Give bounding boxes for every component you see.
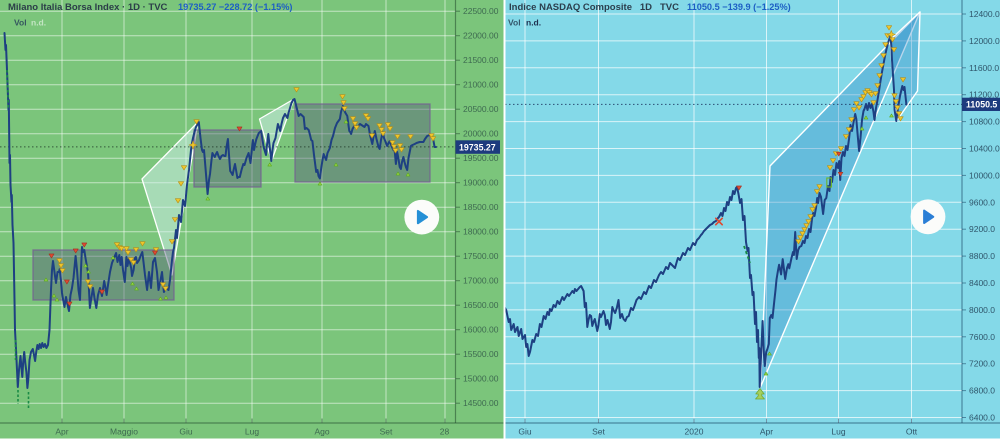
svg-text:Apr: Apr: [55, 427, 68, 437]
svg-text:19735.27 −228.72 (−1.15%): 19735.27 −228.72 (−1.15%): [178, 2, 292, 12]
svg-text:16000.00: 16000.00: [463, 325, 499, 335]
svg-text:8800.0: 8800.0: [969, 251, 995, 261]
svg-text:Giu: Giu: [179, 427, 193, 437]
svg-text:12400.0: 12400.0: [969, 9, 1000, 19]
svg-text:2020: 2020: [685, 427, 704, 437]
svg-text:21500.00: 21500.00: [463, 55, 499, 65]
svg-text:7600.0: 7600.0: [969, 332, 995, 342]
svg-text:10400.0: 10400.0: [969, 144, 1000, 154]
svg-text:19735.27: 19735.27: [459, 142, 496, 152]
svg-text:Set: Set: [380, 427, 393, 437]
svg-text:16500.00: 16500.00: [463, 300, 499, 310]
svg-text:Vol: Vol: [14, 18, 27, 28]
svg-text:7200.0: 7200.0: [969, 359, 995, 369]
svg-text:6800.0: 6800.0: [969, 386, 995, 396]
svg-text:19000.00: 19000.00: [463, 178, 499, 188]
svg-text:19500.00: 19500.00: [463, 153, 499, 163]
svg-text:Apr: Apr: [760, 427, 773, 437]
svg-text:17500.00: 17500.00: [463, 251, 499, 261]
svg-text:14500.00: 14500.00: [463, 398, 499, 408]
svg-text:Lug: Lug: [245, 427, 259, 437]
svg-text:10800.0: 10800.0: [969, 117, 1000, 127]
svg-text:11200.0: 11200.0: [969, 90, 999, 100]
svg-text:Milano Italia Borsa Index · 1D: Milano Italia Borsa Index · 1D · TVC: [8, 2, 168, 13]
svg-text:21000.00: 21000.00: [463, 80, 499, 90]
svg-text:Set: Set: [592, 427, 605, 437]
svg-text:22000.00: 22000.00: [463, 31, 499, 41]
svg-text:15000.00: 15000.00: [463, 374, 499, 384]
svg-text:Indice NASDAQ Composite 1D: Indice NASDAQ Composite 1D TVC: [509, 2, 679, 13]
svg-text:12000.0: 12000.0: [969, 36, 1000, 46]
svg-text:Ott: Ott: [906, 427, 918, 437]
svg-text:8400.0: 8400.0: [969, 278, 995, 288]
svg-text:n.d.: n.d.: [31, 18, 46, 28]
svg-text:18000.00: 18000.00: [463, 227, 499, 237]
svg-text:11600.0: 11600.0: [969, 63, 999, 73]
svg-text:15500.00: 15500.00: [463, 349, 499, 359]
svg-text:Vol: Vol: [508, 18, 521, 28]
svg-text:11050.5 −139.9 (−1.25%): 11050.5 −139.9 (−1.25%): [687, 2, 791, 12]
svg-text:20500.00: 20500.00: [463, 104, 499, 114]
svg-text:11050.5: 11050.5: [966, 100, 997, 110]
svg-text:10000.0: 10000.0: [969, 170, 1000, 180]
svg-text:9200.0: 9200.0: [969, 224, 995, 234]
svg-text:20000.00: 20000.00: [463, 129, 499, 139]
svg-text:17000.00: 17000.00: [463, 276, 499, 286]
svg-text:Maggio: Maggio: [110, 427, 138, 437]
svg-text:n.d.: n.d.: [526, 18, 541, 28]
svg-text:Lug: Lug: [831, 427, 845, 437]
svg-text:18500.00: 18500.00: [463, 202, 499, 212]
svg-text:6400.0: 6400.0: [969, 413, 995, 423]
svg-text:Giu: Giu: [518, 427, 532, 437]
svg-text:22500.00: 22500.00: [463, 6, 499, 16]
svg-text:28: 28: [440, 427, 450, 437]
svg-text:Ago: Ago: [314, 427, 329, 437]
svg-text:9600.0: 9600.0: [969, 197, 995, 207]
svg-text:8000.0: 8000.0: [969, 305, 995, 315]
